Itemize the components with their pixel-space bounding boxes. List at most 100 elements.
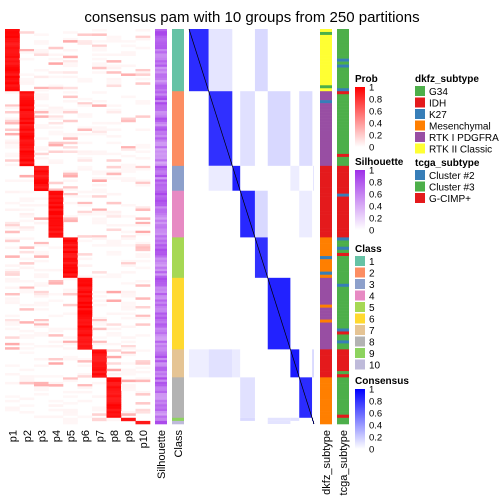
silhouette-cell bbox=[155, 130, 167, 134]
prob-cell bbox=[135, 248, 151, 252]
prob-cell bbox=[19, 126, 35, 129]
prob-cell bbox=[5, 141, 20, 145]
silhouette-cell bbox=[155, 60, 167, 63]
tcga-subtype-cell bbox=[337, 190, 349, 194]
prob-cell bbox=[48, 141, 64, 145]
tcga-subtype-cell bbox=[337, 82, 349, 86]
prob-cell bbox=[48, 408, 64, 412]
prob-cell bbox=[77, 150, 93, 153]
prob-cell bbox=[77, 42, 93, 45]
class-legend-swatch bbox=[355, 336, 365, 347]
prob-cell bbox=[63, 390, 78, 394]
dkfz-subtype-cell bbox=[320, 295, 332, 299]
silhouette-cell bbox=[155, 84, 167, 88]
prob-cell bbox=[77, 297, 93, 300]
prob-cell bbox=[92, 413, 107, 416]
tcga-subtype-cell bbox=[337, 94, 349, 98]
prob-cell bbox=[92, 408, 107, 412]
prob-cell bbox=[63, 40, 78, 43]
dkfz-subtype-cell bbox=[320, 414, 332, 419]
prob-cell bbox=[34, 170, 49, 173]
tcga-subtype-cell bbox=[337, 280, 349, 285]
prob-cell bbox=[92, 299, 107, 302]
prob-cell bbox=[34, 325, 49, 328]
prob-cell bbox=[106, 250, 122, 254]
dkfz-subtype-cell bbox=[320, 49, 332, 53]
tcga-subtype-cell bbox=[337, 61, 349, 65]
prob-cell bbox=[48, 384, 64, 387]
dkfz-subtype-cell bbox=[320, 259, 332, 263]
silhouette-cell bbox=[155, 282, 167, 285]
prob-cell bbox=[121, 282, 136, 285]
prob-cell bbox=[106, 239, 122, 243]
prob-cell bbox=[92, 172, 107, 176]
tcga-subtype-cell bbox=[337, 109, 349, 113]
prob-cell bbox=[34, 172, 49, 176]
silhouette-cell bbox=[155, 303, 167, 307]
prob-cell bbox=[135, 183, 151, 187]
tcga-subtype-cell bbox=[337, 262, 349, 266]
prob-cell bbox=[19, 48, 35, 52]
tcga-subtype-cell bbox=[337, 322, 349, 326]
silhouette-cell bbox=[155, 80, 167, 83]
silhouette-cell bbox=[155, 91, 167, 94]
prob-cell bbox=[106, 40, 122, 43]
dkfz-subtype-cell bbox=[320, 246, 332, 251]
dkfz-subtype-cell bbox=[320, 202, 332, 206]
prob-cell bbox=[63, 273, 78, 276]
prob-cell bbox=[63, 241, 78, 245]
class-cell bbox=[172, 420, 184, 425]
silhouette-cell bbox=[155, 275, 167, 279]
silhouette-cell bbox=[155, 239, 167, 243]
prob-cell bbox=[19, 108, 35, 112]
prob-cell bbox=[92, 319, 107, 322]
prob-cell bbox=[19, 110, 35, 114]
tcga-subtype-cell bbox=[337, 234, 349, 238]
col-label-p6: p6 bbox=[80, 430, 92, 442]
silhouette-cell bbox=[155, 217, 167, 220]
prob-cell bbox=[34, 68, 49, 72]
tcga-subtype-cell bbox=[337, 295, 349, 299]
consensus-offblock bbox=[208, 165, 233, 191]
prob-cell bbox=[19, 228, 35, 232]
tcga-subtype-cell bbox=[337, 43, 349, 48]
prob-cell bbox=[106, 64, 122, 68]
prob-cell bbox=[19, 115, 35, 118]
prob-cell bbox=[106, 172, 122, 176]
silhouette-cell bbox=[155, 402, 167, 405]
dkfz-subtype-legend-swatch bbox=[415, 132, 425, 142]
silhouette-cell bbox=[155, 292, 167, 296]
silhouette-cell bbox=[155, 44, 167, 48]
prob-cell bbox=[135, 128, 151, 132]
prob-cell bbox=[135, 82, 151, 85]
prob-cell bbox=[77, 305, 93, 309]
prob-cell bbox=[34, 375, 49, 378]
prob-cell bbox=[121, 154, 136, 158]
prob-cell bbox=[63, 172, 78, 176]
prob-cell bbox=[92, 295, 107, 298]
prob-cell bbox=[92, 275, 107, 279]
tcga-subtype-cell bbox=[337, 144, 349, 149]
prob-cell bbox=[34, 384, 49, 387]
prob-cell bbox=[34, 301, 49, 305]
tcga-subtype-cell bbox=[337, 106, 349, 110]
prob-cell bbox=[5, 179, 20, 182]
prob-cell bbox=[34, 308, 49, 311]
prob-cell bbox=[34, 86, 49, 90]
prob-cell bbox=[34, 204, 49, 207]
silhouette-cell bbox=[155, 150, 167, 153]
tcga-subtype-legend-title: tcga_subtype bbox=[415, 158, 480, 169]
dkfz-subtype-cell bbox=[320, 76, 332, 80]
prob-cell bbox=[48, 282, 64, 285]
prob-cell bbox=[121, 340, 136, 344]
prob-cell bbox=[77, 277, 93, 281]
silhouette-cell bbox=[155, 417, 167, 422]
tcga-subtype-cell bbox=[337, 364, 349, 369]
prob-cell bbox=[135, 77, 151, 81]
prob-cell bbox=[48, 150, 64, 153]
prob-cell bbox=[19, 303, 35, 307]
prob-cell bbox=[106, 71, 122, 74]
tcga-subtype-cell bbox=[337, 124, 349, 128]
dkfz-subtype-cell bbox=[320, 82, 332, 86]
silhouette-cell bbox=[155, 345, 167, 348]
